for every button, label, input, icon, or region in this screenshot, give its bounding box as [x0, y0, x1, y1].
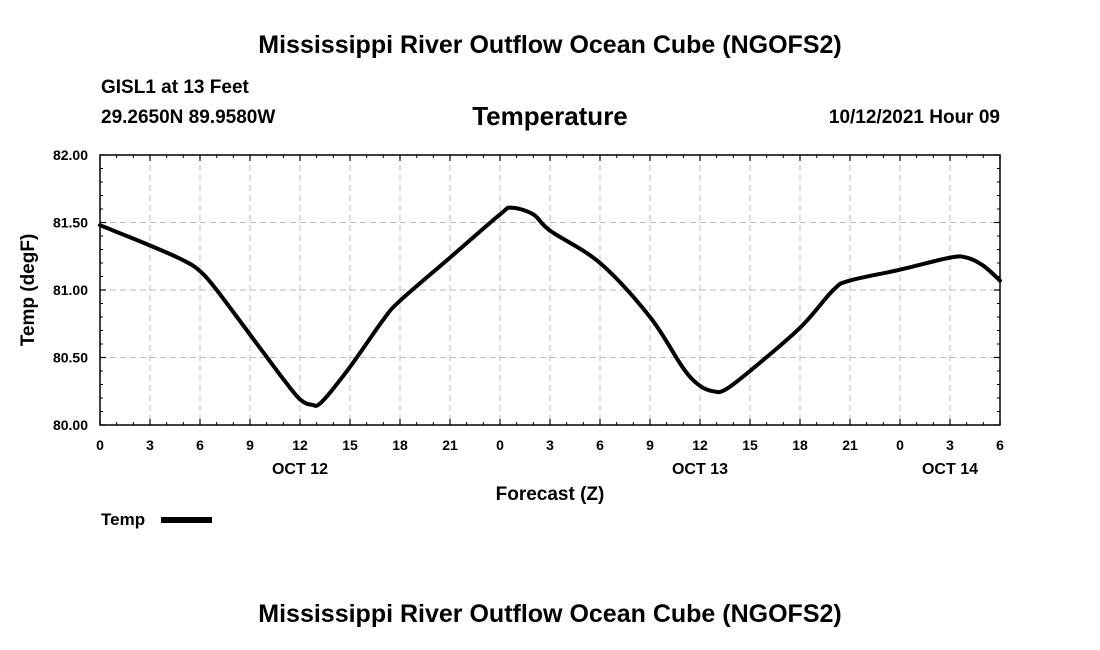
- x-tick-label: 9: [246, 437, 254, 453]
- x-tick-label: 6: [996, 437, 1004, 453]
- x-tick-label: 9: [646, 437, 654, 453]
- x-axis-label: Forecast (Z): [496, 484, 605, 505]
- x-tick-labels: 0 3 6 9 12 15 18 21 0 3 6 9 12 15 18 21 0 3 6: [96, 437, 1004, 453]
- station-coordinates: 29.2650N 89.9580W: [101, 107, 276, 128]
- x-tick-label: 6: [196, 437, 204, 453]
- x-tick-label: 21: [842, 437, 858, 453]
- day-labels: OCT 12 OCT 13 OCT 14: [272, 461, 978, 478]
- x-tick-label: 3: [946, 437, 954, 453]
- x-tick-label: 3: [546, 437, 554, 453]
- plot-title: Temperature: [472, 101, 628, 131]
- x-tick-label: 18: [392, 437, 408, 453]
- y-tick-label: 82.00: [53, 147, 88, 163]
- axis-ticks: [99, 154, 1001, 426]
- x-tick-label: 12: [692, 437, 708, 453]
- x-tick-label: 15: [742, 437, 758, 453]
- x-tick-label: 18: [792, 437, 808, 453]
- x-tick-label: 21: [442, 437, 458, 453]
- day-label: OCT 13: [672, 461, 728, 478]
- x-tick-label: 0: [496, 437, 504, 453]
- y-tick-labels: 80.00 80.50 81.00 81.50 82.00: [53, 147, 88, 433]
- y-tick-label: 81.50: [53, 215, 88, 231]
- x-tick-label: 6: [596, 437, 604, 453]
- y-tick-label: 81.00: [53, 282, 88, 298]
- x-tick-label: 3: [146, 437, 154, 453]
- temp-series-line: [98, 205, 1002, 408]
- x-tick-label: 0: [96, 437, 104, 453]
- x-tick-label: 0: [896, 437, 904, 453]
- day-label: OCT 14: [922, 461, 978, 478]
- station-label: GISL1 at 13 Feet: [101, 77, 249, 98]
- forecast-date: 10/12/2021 Hour 09: [828, 107, 1000, 128]
- y-tick-label: 80.00: [53, 417, 88, 433]
- page-title: Mississippi River Outflow Ocean Cube (NG…: [258, 31, 842, 59]
- x-tick-label: 15: [342, 437, 358, 453]
- day-label: OCT 12: [272, 461, 328, 478]
- legend-label-temp: Temp: [101, 510, 145, 529]
- x-tick-label: 12: [292, 437, 308, 453]
- y-axis-label: Temp (degF): [18, 234, 39, 347]
- grid-lines: [100, 155, 1000, 425]
- y-tick-label: 80.50: [53, 350, 88, 366]
- footer-title: Mississippi River Outflow Ocean Cube (NG…: [258, 600, 842, 628]
